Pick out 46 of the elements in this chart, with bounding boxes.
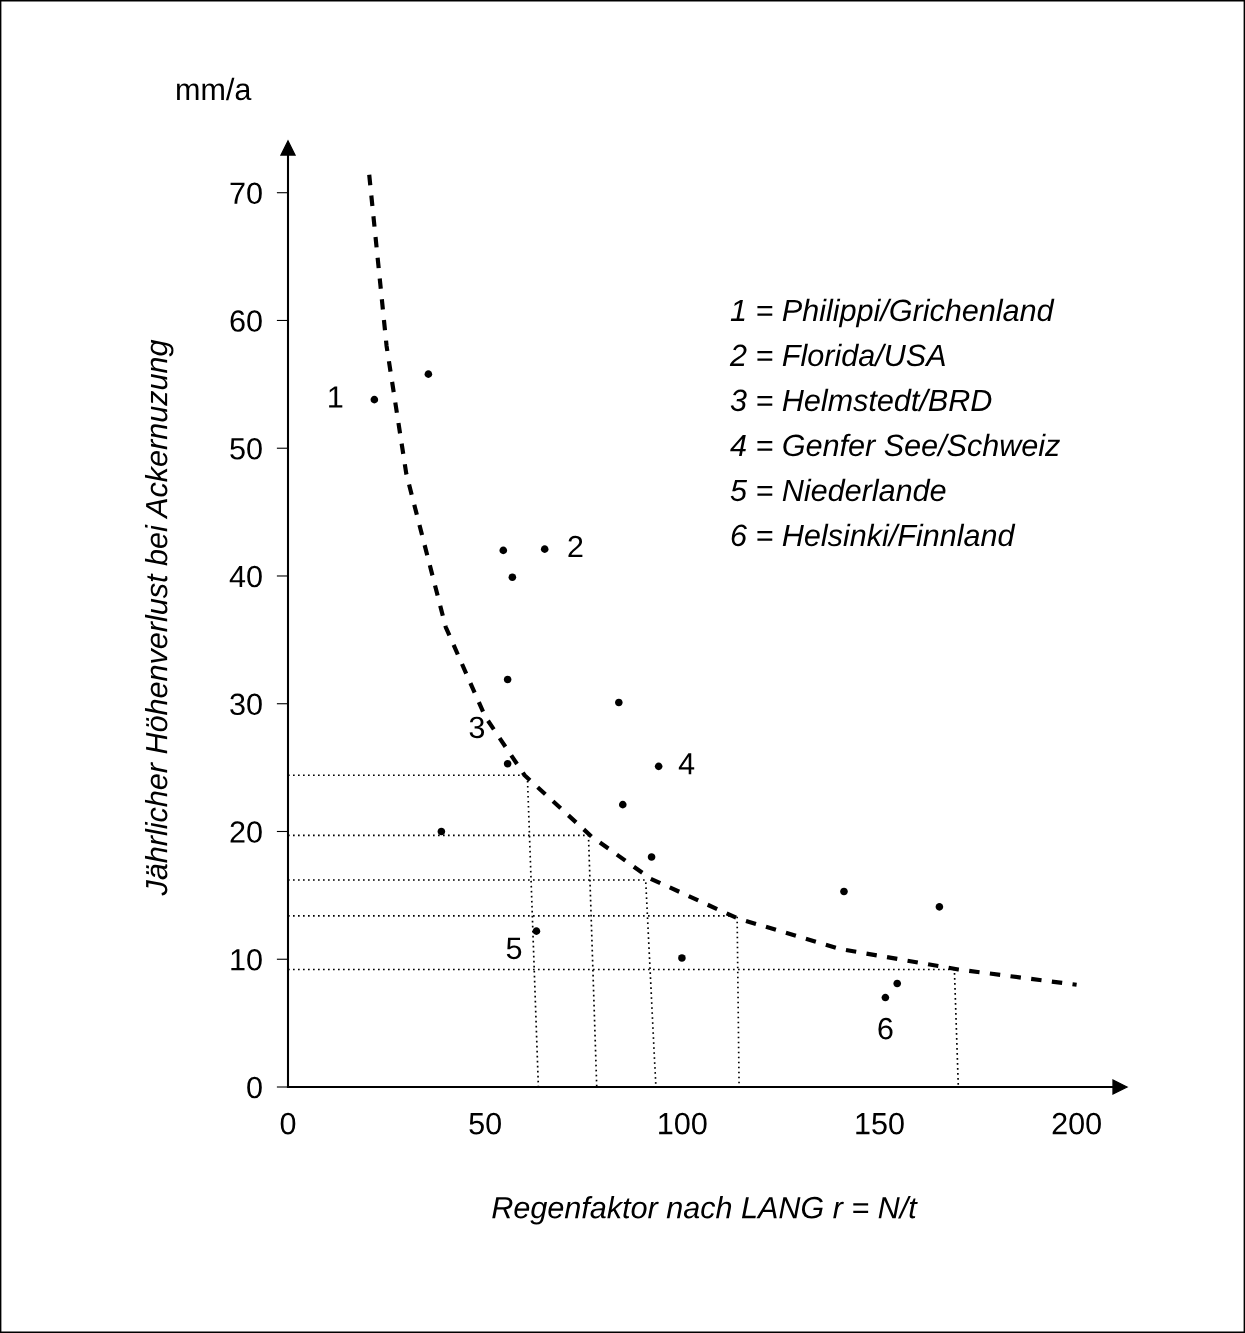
y-tick-label: 10 <box>231 948 262 971</box>
point <box>437 827 446 836</box>
point <box>508 573 517 582</box>
x-axis-title: Regenfaktor nach LANG r = N/t <box>492 1196 918 1225</box>
annotation: 5 <box>506 937 522 960</box>
x-tick-label: 200 <box>1052 1112 1101 1135</box>
annotation: 2 = Florida/USA <box>729 343 945 367</box>
point <box>654 762 663 771</box>
point <box>424 370 433 378</box>
point <box>540 545 549 553</box>
annotation: 2 <box>568 535 583 558</box>
y-tick-label: 20 <box>230 821 262 843</box>
point <box>615 698 623 707</box>
point <box>618 800 627 809</box>
point <box>503 675 512 684</box>
x-tick-label: 50 <box>469 1112 501 1135</box>
annotation: 1 <box>329 386 343 408</box>
y-tick-label: 40 <box>229 565 262 588</box>
y-tick-label: 50 <box>230 437 262 460</box>
point <box>370 395 379 404</box>
annotation: 4 <box>678 753 695 775</box>
y-tick-label: 60 <box>230 310 262 332</box>
text: mm/a <box>177 77 252 101</box>
point <box>503 759 512 768</box>
point <box>647 853 656 861</box>
x-tick-label: 0 <box>280 1112 296 1135</box>
point <box>532 927 541 935</box>
y-tick-label: 0 <box>247 1076 262 1099</box>
point <box>881 993 890 1002</box>
annotation: 3 = Helmstedt/BRD <box>730 388 992 412</box>
annotation: 3 <box>469 716 485 739</box>
x-tick-label: 100 <box>659 1112 707 1135</box>
annotation: 1 = Philippi/Grichenland <box>730 298 1055 328</box>
point <box>678 954 686 962</box>
annotation: 5 = Niederlande <box>730 478 946 502</box>
point <box>840 887 848 896</box>
annotation: 6 <box>878 1017 893 1040</box>
point <box>893 979 902 988</box>
annotation: 6 = Helsinki/Finnland <box>731 523 1016 547</box>
point <box>499 546 508 555</box>
annotation: 4 = Genfer See/Schweiz <box>730 433 1060 457</box>
y-tick-label: 30 <box>230 693 262 716</box>
x-tick-label: 150 <box>856 1112 904 1135</box>
point <box>935 903 944 911</box>
y-tick-label: 70 <box>230 182 262 205</box>
y-axis-title: Jährlicher Höhenverlust bei Ackernuzung <box>144 339 174 896</box>
